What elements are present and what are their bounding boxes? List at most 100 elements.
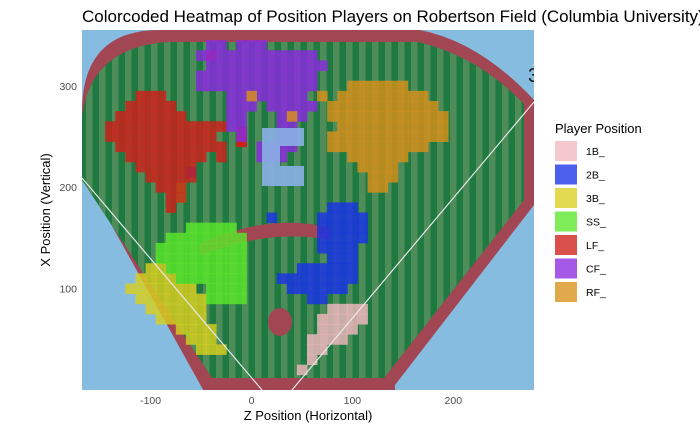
heat-cell [196, 344, 207, 355]
heat-cell [236, 242, 247, 254]
heat-cell [165, 182, 177, 193]
heat-cell [185, 232, 197, 244]
heat-cell [306, 50, 318, 61]
heat-cell [387, 90, 399, 102]
heat-cell [236, 80, 247, 92]
heat-cell [145, 273, 157, 284]
heat-cell [387, 111, 399, 122]
heat-cell [417, 131, 429, 142]
grass-stripe [450, 42, 457, 378]
heat-cell [377, 100, 389, 112]
heat-cell [347, 111, 358, 122]
heat-cell [175, 293, 187, 305]
heat-cell [256, 141, 268, 153]
heat-cell [357, 161, 368, 173]
heat-cell [347, 131, 358, 142]
heat-cell [206, 324, 217, 335]
heat-cell [276, 151, 288, 163]
heat-cell [196, 141, 207, 153]
grass-stripe [307, 42, 314, 378]
heat-cell [327, 324, 338, 335]
heat-cell [337, 283, 348, 295]
heat-cell [337, 90, 348, 102]
heat-cell [185, 293, 197, 305]
heat-cell [185, 222, 197, 234]
heat-cell [206, 263, 217, 274]
heat-cell [306, 273, 318, 284]
heat-cell [135, 90, 146, 102]
x-tick-label: -100 [140, 395, 161, 407]
heat-cell [155, 151, 167, 163]
heat-cell [327, 253, 338, 264]
heat-cell [236, 293, 247, 305]
heat-cell [196, 324, 207, 335]
heat-cell [236, 111, 247, 122]
heat-cell [397, 141, 409, 153]
heat-cell [367, 141, 379, 153]
heat-cell [165, 242, 177, 254]
heat-cell [175, 182, 187, 193]
heat-cell [387, 161, 399, 173]
heat-cell [357, 151, 368, 163]
heat-cell [377, 80, 389, 92]
heat-cell [165, 293, 177, 305]
heat-cell [296, 111, 308, 122]
heat-cell [317, 90, 328, 102]
heat-cell [377, 151, 389, 163]
heat-cell [206, 60, 217, 71]
heat-cell [337, 232, 348, 244]
series-rf [246, 80, 449, 193]
heat-cell [196, 222, 207, 234]
heat-cell [236, 100, 247, 112]
grass-stripe [151, 42, 158, 378]
heat-cell [347, 263, 358, 274]
heat-cell [286, 60, 298, 71]
heat-cell [407, 131, 419, 142]
heat-cell [317, 293, 328, 305]
heat-cell [286, 111, 298, 122]
heat-cell [347, 303, 358, 315]
heat-cell [357, 90, 368, 102]
heat-cell [256, 70, 268, 82]
heat-cell [296, 283, 308, 295]
heat-cell [337, 242, 348, 254]
heat-cell [276, 141, 288, 153]
heat-cell [206, 232, 217, 244]
heat-cell [266, 70, 278, 82]
heat-cell [286, 90, 298, 102]
heat-cell [387, 121, 399, 132]
legend-key [555, 235, 577, 255]
heat-cell [185, 121, 197, 132]
heat-cell [337, 141, 348, 153]
heat-cell [155, 171, 167, 183]
heat-cell [327, 212, 338, 224]
foul-line-right [291, 101, 534, 390]
heat-cell [236, 70, 247, 82]
heat-cell [236, 50, 247, 61]
heat-cell [256, 90, 268, 102]
logo-c [262, 128, 304, 186]
heat-cell [175, 151, 187, 163]
heat-cell [196, 80, 207, 92]
heat-cells [105, 40, 449, 376]
heat-cell [165, 171, 177, 183]
heat-cell [165, 202, 177, 213]
heat-cell [226, 293, 237, 305]
grass-stripe [255, 42, 262, 378]
heat-cell [327, 242, 338, 254]
heat-cell [296, 364, 308, 376]
heat-cell [196, 121, 207, 132]
heat-cell [377, 182, 389, 193]
heat-cell [155, 141, 167, 153]
heat-cell [175, 242, 187, 254]
heat-cell [185, 334, 197, 345]
grass-stripe [203, 42, 210, 378]
heat-cell [296, 50, 308, 61]
heat-cell [317, 60, 328, 71]
heat-cell [196, 242, 207, 254]
heat-cell [185, 141, 197, 153]
grass-stripe [190, 42, 197, 378]
heat-cell [357, 121, 368, 132]
heat-cell [347, 232, 358, 244]
grass-stripe [411, 42, 418, 378]
